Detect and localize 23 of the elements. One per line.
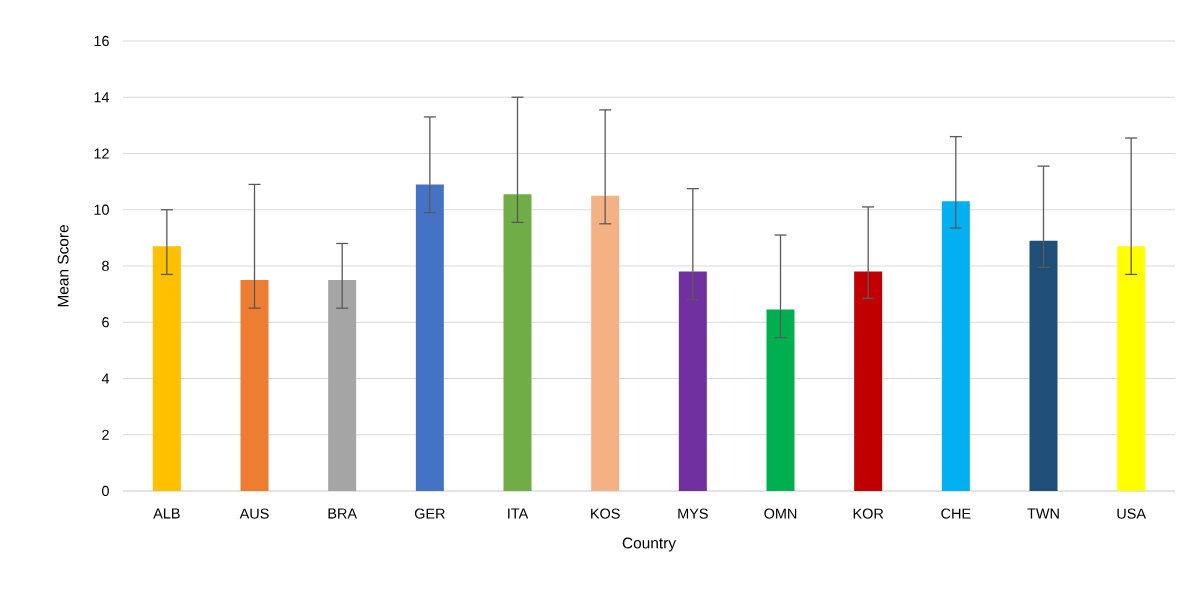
y-tick-label: 16 <box>94 35 109 47</box>
y-tick-label: 6 <box>102 317 109 328</box>
y-tick-label: 14 <box>94 92 110 103</box>
y-tick-label: 4 <box>101 373 110 384</box>
y-axis-title: Mean Score <box>57 225 69 307</box>
x-tick-label: ITA <box>508 508 529 519</box>
y-tick-label: 8 <box>102 260 109 272</box>
x-tick-label: AUS <box>239 508 269 519</box>
x-tick-label: CHE <box>941 508 971 519</box>
x-axis-title: Country <box>622 537 676 552</box>
y-tick-label: 2 <box>102 429 109 440</box>
x-tick-label: MYS <box>678 508 708 519</box>
y-tick-label: 0 <box>102 485 109 497</box>
x-tick-label: USA <box>1117 508 1146 519</box>
x-tick-label: KOR <box>853 508 884 519</box>
x-tick-label: GER <box>414 508 445 519</box>
x-tick-label: KOS <box>591 508 620 519</box>
x-tick-label: ALB <box>153 508 180 519</box>
x-tick-label: BRA <box>328 508 357 519</box>
y-tick-label: 10 <box>94 204 109 215</box>
y-tick-label: 12 <box>94 148 109 159</box>
x-tick-label: OMN <box>764 508 797 519</box>
x-tick-label: TWN <box>1027 508 1059 519</box>
